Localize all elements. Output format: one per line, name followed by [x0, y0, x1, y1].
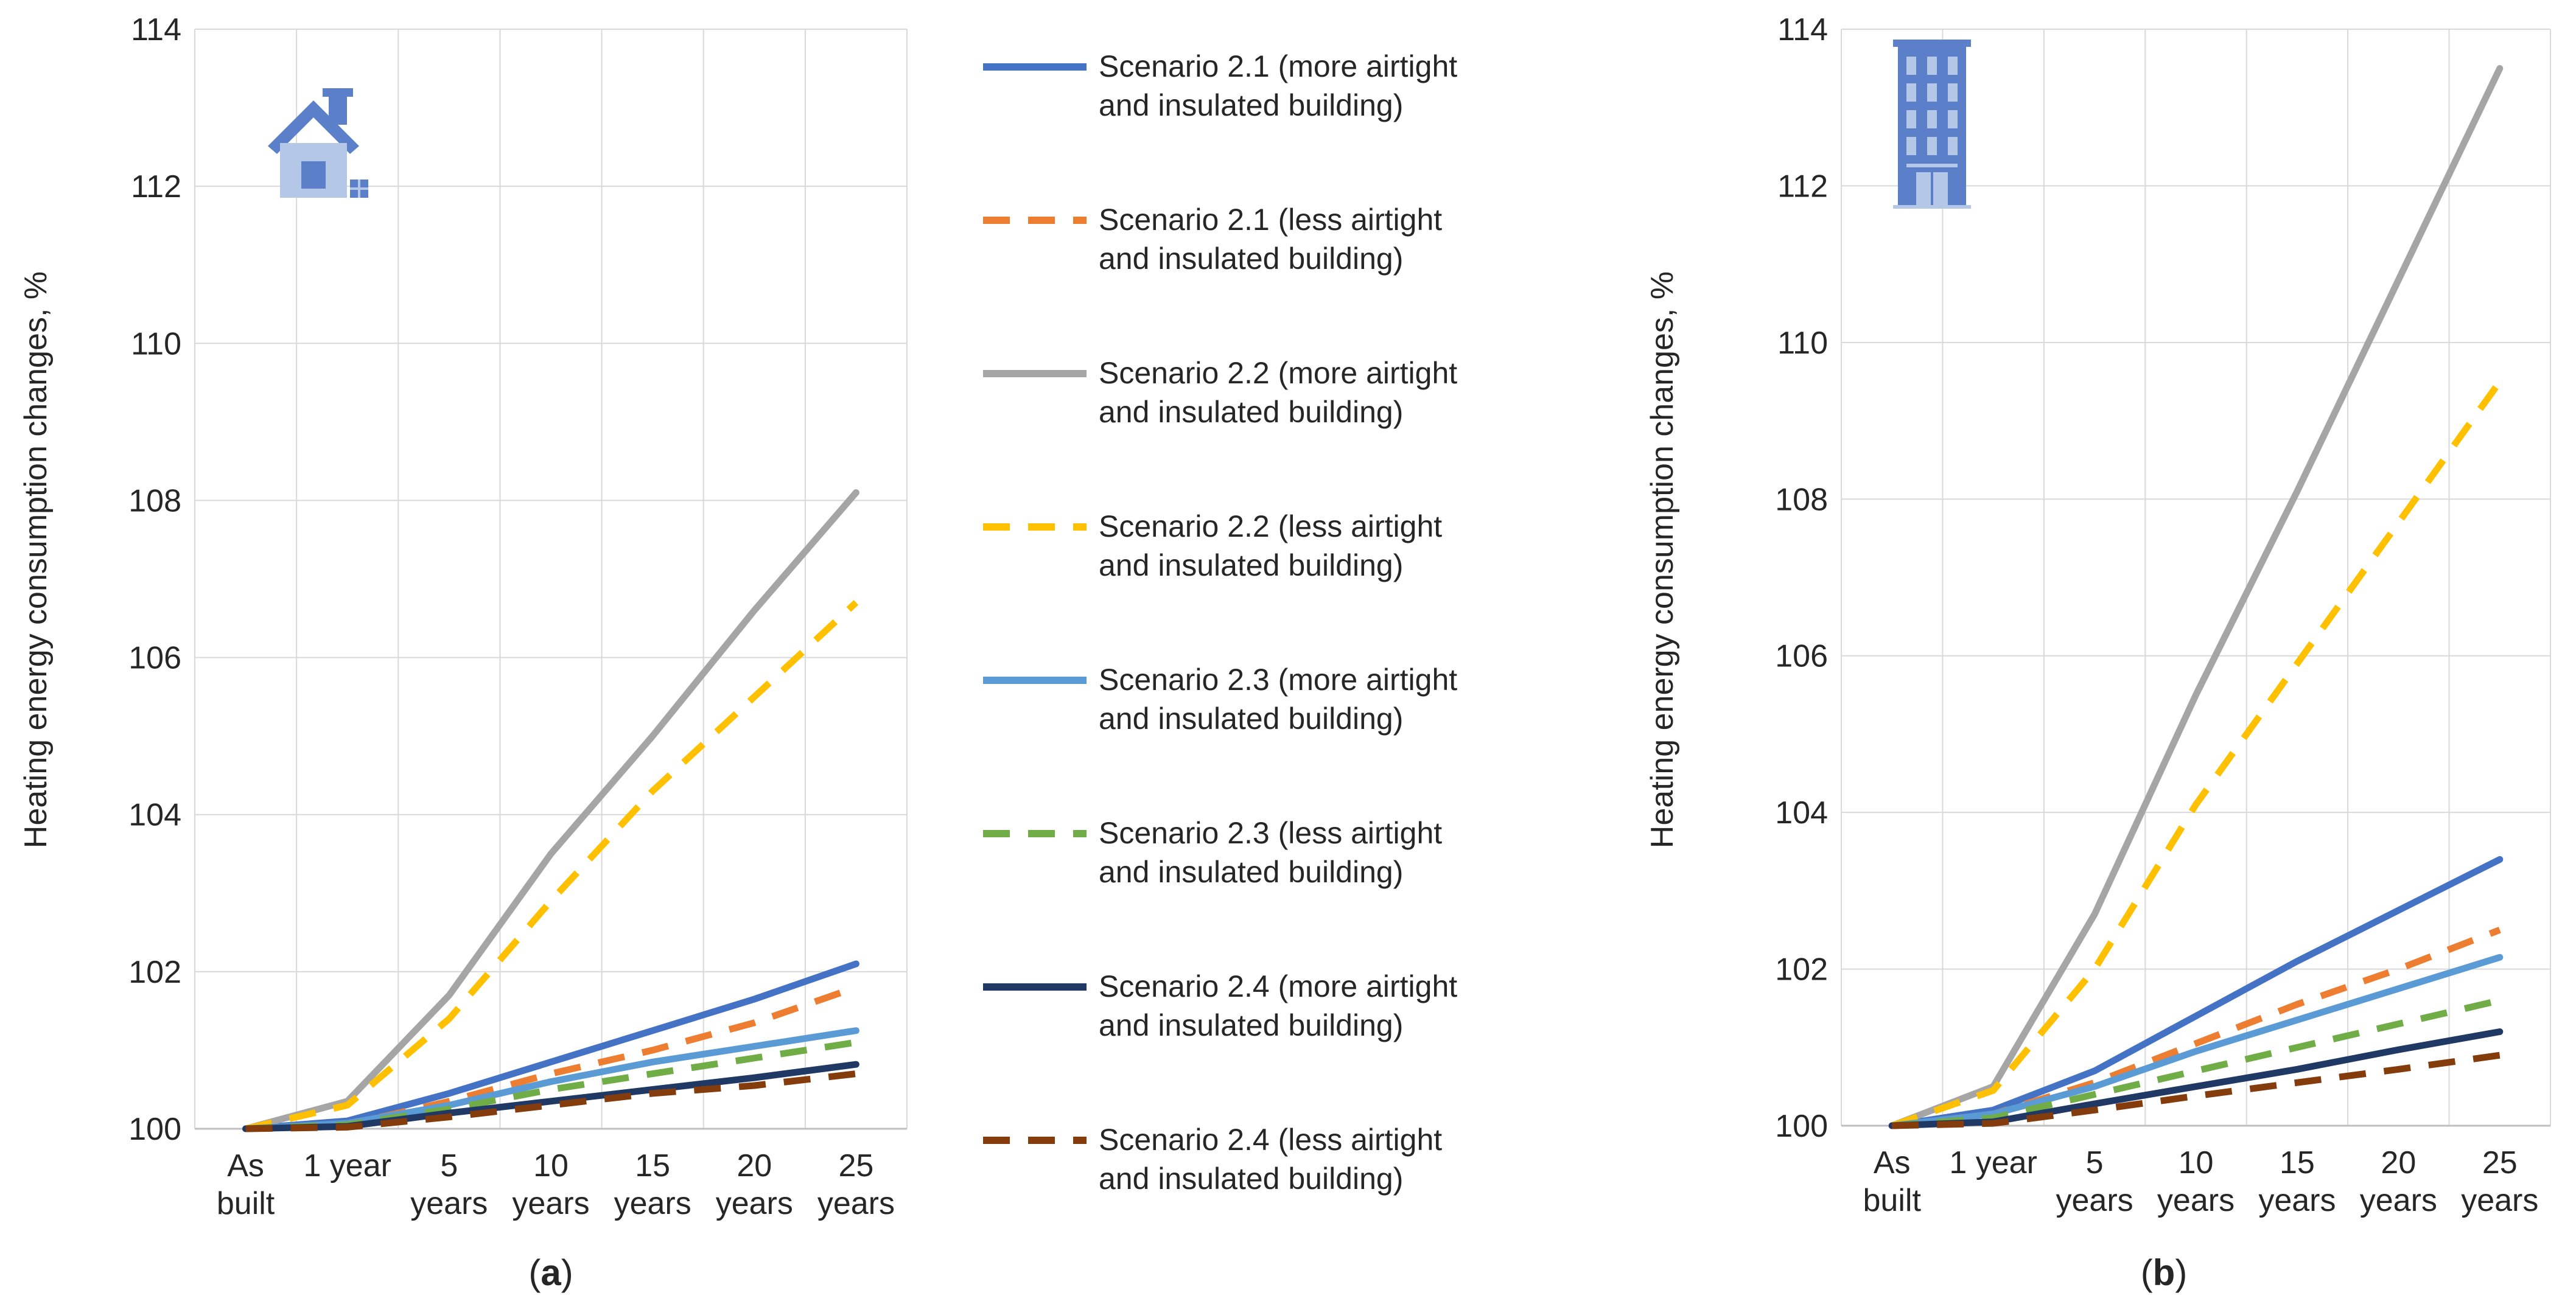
y-tick-label: 114 [1777, 12, 1828, 47]
figure-canvas: 100 102 104 106 108 110 112 114 As built 1 year 5 ye… [0, 0, 2576, 1301]
y-axis-label: Heating energy consumption changes, % [1645, 271, 1680, 848]
x-tick-label: 25 years [2461, 1145, 2538, 1218]
legend-label: Scenario 2.4 (less airtight and insulated… [1099, 1123, 1442, 1196]
y-tick-label: 112 [131, 169, 181, 204]
x-tick-label: 10 years [2157, 1145, 2235, 1218]
y-tick-label: 102 [1775, 952, 1828, 988]
y-tick-label: 112 [1777, 169, 1828, 204]
x-tick-label: 15 years [614, 1148, 691, 1221]
x-tick-label: 5 years [410, 1148, 488, 1221]
x-tick-label: 15 years [2258, 1145, 2336, 1218]
legend: Scenario 2.1 (more airtight and insulated… [983, 49, 1457, 1196]
x-tick-label: 1 year [1949, 1145, 2037, 1180]
x-tick-label: 10 years [512, 1148, 589, 1221]
chart-panel-a: 100 102 104 106 108 110 112 114 As built 1 year 5 ye… [18, 12, 907, 1221]
x-tick-label: 1 year [303, 1148, 391, 1184]
x-tick-label: As built [1863, 1145, 1922, 1218]
y-tick-label: 100 [128, 1112, 181, 1147]
y-tick-label: 110 [131, 326, 181, 361]
x-tick-label: As built [217, 1148, 275, 1221]
panel-a-caption: (a) [528, 1252, 573, 1293]
chart-panel-b: 100 102 104 106 108 110 112 114 As built 1 year 5 ye… [1645, 12, 2550, 1218]
y-tick-label: 110 [1777, 326, 1828, 361]
x-tick-label: 5 years [2056, 1145, 2133, 1218]
panel-a-letter: a [541, 1252, 561, 1293]
legend-label: Scenario 2.2 (less airtight and insulated… [1099, 509, 1442, 582]
legend-label: Scenario 2.3 (more airtight and insulated… [1099, 663, 1457, 736]
office-building-icon [1893, 40, 1971, 209]
y-tick-label: 100 [1775, 1109, 1828, 1144]
y-tick-label: 104 [1775, 795, 1828, 831]
y-tick-label: 102 [128, 955, 181, 990]
y-tick-label: 104 [128, 798, 181, 833]
x-tick-label: 25 years [817, 1148, 895, 1221]
panel-b-caption: (b) [2141, 1252, 2188, 1293]
y-tick-label: 106 [128, 641, 181, 676]
x-tick-label: 20 years [2360, 1145, 2437, 1218]
legend-label: Scenario 2.1 (more airtight and insulated… [1099, 49, 1457, 122]
series-line-3: Scenario 2.2 (more airtight and insulate… [246, 493, 856, 1129]
y-axis-label: Heating energy consumption changes, % [18, 271, 54, 848]
legend-label: Scenario 2.4 (more airtight and insulated… [1099, 969, 1457, 1042]
y-tick-label: 108 [1775, 482, 1828, 517]
y-tick-label: 106 [1775, 639, 1828, 674]
legend-label: Scenario 2.2 (more airtight and insulated… [1099, 356, 1457, 429]
x-tick-label: 20 years [716, 1148, 793, 1221]
panel-b-letter: b [2153, 1252, 2175, 1293]
figure: 100 102 104 106 108 110 112 114 As built 1 year 5 ye… [0, 0, 2576, 1301]
y-tick-label: 114 [131, 12, 181, 47]
y-tick-label: 108 [128, 483, 181, 518]
house-icon [268, 88, 368, 198]
legend-label: Scenario 2.3 (less airtight and insulated… [1099, 816, 1442, 889]
series-line-4: Scenario 2.2 (less airtight and insulate… [246, 602, 856, 1129]
legend-label: Scenario 2.1 (less airtight and insulated… [1099, 203, 1442, 276]
